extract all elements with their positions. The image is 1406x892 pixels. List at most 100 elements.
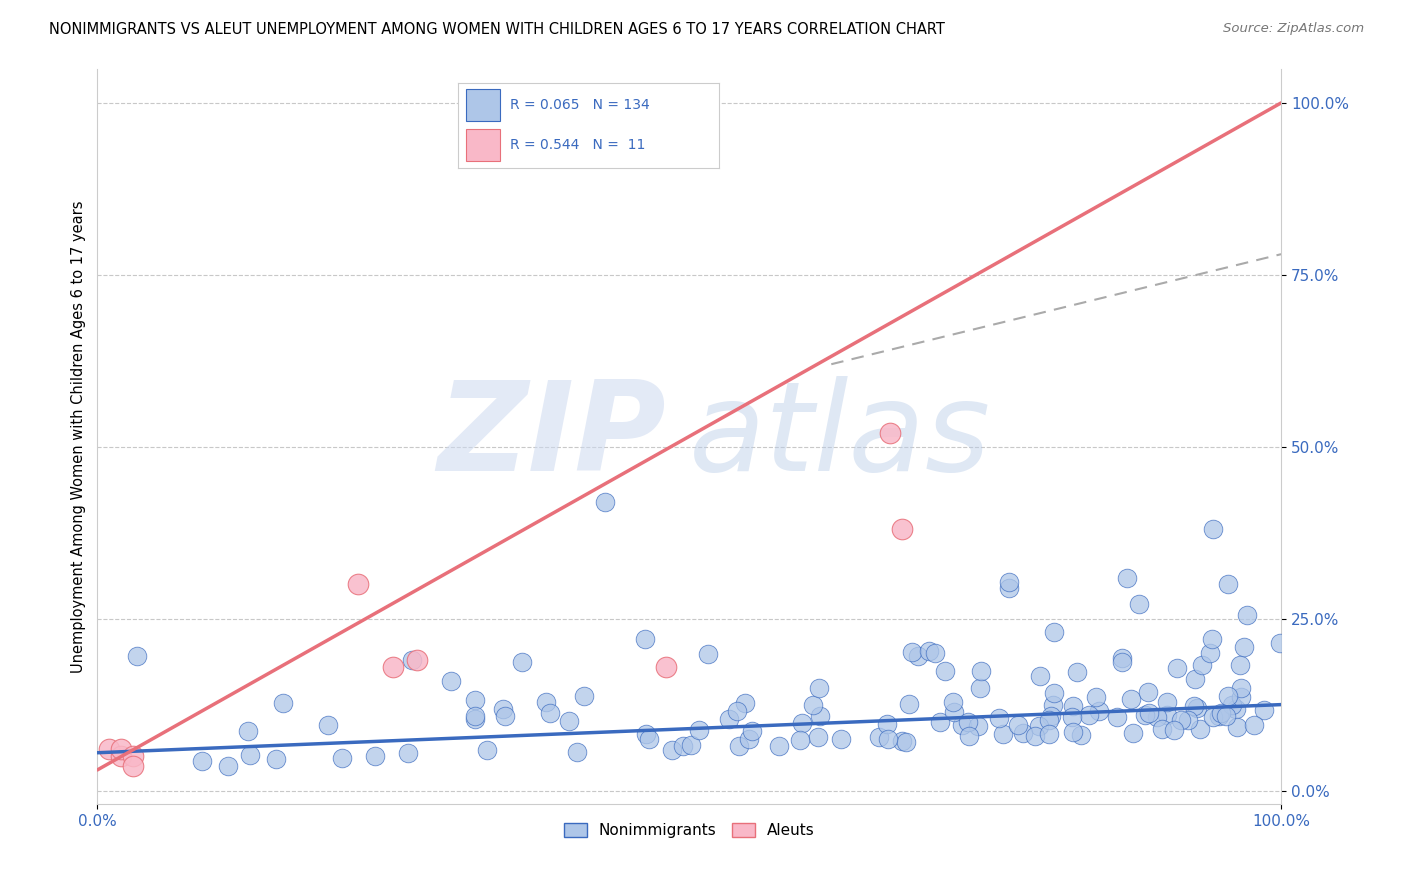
Point [1062, 724, 1084, 739]
Point [1184, 672, 1206, 686]
Point [1028, 719, 1050, 733]
Point [789, 732, 811, 747]
Point [264, 751, 287, 765]
Point [558, 714, 581, 729]
Point [510, 656, 533, 670]
Point [1215, 708, 1237, 723]
Point [1199, 646, 1222, 660]
Point [127, 648, 149, 663]
Point [1038, 713, 1060, 727]
Point [121, 749, 143, 764]
Point [970, 664, 993, 678]
Point [382, 660, 405, 674]
Point [934, 664, 956, 678]
Text: Source: ZipAtlas.com: Source: ZipAtlas.com [1223, 22, 1364, 36]
Point [1229, 658, 1251, 673]
Point [110, 749, 132, 764]
Point [717, 713, 740, 727]
Point [728, 739, 751, 753]
Point [806, 730, 828, 744]
Point [1229, 690, 1251, 705]
Text: NONIMMIGRANTS VS ALEUT UNEMPLOYMENT AMONG WOMEN WITH CHILDREN AGES 6 TO 17 YEARS: NONIMMIGRANTS VS ALEUT UNEMPLOYMENT AMON… [49, 22, 945, 37]
Point [688, 723, 710, 738]
Point [330, 751, 353, 765]
Point [1119, 691, 1142, 706]
Point [943, 705, 966, 719]
Point [1236, 607, 1258, 622]
Point [998, 582, 1021, 596]
Point [868, 730, 890, 744]
Point [98, 742, 121, 756]
Point [1062, 699, 1084, 714]
Point [316, 718, 339, 732]
Point [1024, 730, 1046, 744]
Point [1121, 726, 1143, 740]
Point [741, 724, 763, 739]
Point [1111, 651, 1133, 665]
Point [1136, 685, 1159, 699]
Point [1189, 722, 1212, 736]
Point [464, 712, 486, 726]
Point [346, 577, 368, 591]
Point [734, 696, 756, 710]
Point [1208, 709, 1230, 723]
Point [1152, 723, 1174, 737]
Point [1012, 725, 1035, 739]
Point [1060, 710, 1083, 724]
Point [679, 738, 702, 752]
Point [1182, 698, 1205, 713]
Point [593, 494, 616, 508]
Point [1225, 702, 1247, 716]
Point [1038, 727, 1060, 741]
Point [900, 645, 922, 659]
Point [1107, 710, 1129, 724]
Point [952, 718, 974, 732]
Point [1243, 718, 1265, 732]
Point [894, 735, 917, 749]
Point [997, 575, 1019, 590]
Point [1230, 681, 1253, 695]
Text: atlas: atlas [689, 376, 991, 497]
Point [1128, 597, 1150, 611]
Point [364, 749, 387, 764]
Point [991, 726, 1014, 740]
Point [637, 732, 659, 747]
Point [898, 697, 921, 711]
Point [969, 681, 991, 695]
Point [1042, 686, 1064, 700]
Point [239, 748, 262, 763]
Point [1177, 714, 1199, 728]
Point [1209, 706, 1232, 720]
Point [538, 706, 561, 721]
Point [396, 746, 419, 760]
Point [1043, 625, 1066, 640]
Point [918, 644, 941, 658]
Point [727, 704, 749, 718]
Point [790, 715, 813, 730]
Point [808, 681, 831, 695]
Point [956, 714, 979, 729]
Point [957, 729, 980, 743]
Point [494, 708, 516, 723]
Point [1201, 632, 1223, 647]
Point [1253, 703, 1275, 717]
Point [967, 719, 990, 733]
Point [271, 696, 294, 710]
Point [929, 714, 952, 729]
Point [1185, 701, 1208, 715]
Point [1166, 661, 1188, 675]
Point [808, 709, 831, 723]
Point [1163, 723, 1185, 738]
Point [634, 632, 657, 646]
Point [1029, 668, 1052, 682]
Point [876, 716, 898, 731]
Point [987, 711, 1010, 725]
Point [1156, 708, 1178, 723]
Point [1078, 707, 1101, 722]
Point [879, 425, 901, 440]
Point [1137, 706, 1160, 721]
Point [464, 693, 486, 707]
Point [217, 758, 239, 772]
Point [1042, 698, 1064, 712]
Point [1220, 698, 1243, 713]
